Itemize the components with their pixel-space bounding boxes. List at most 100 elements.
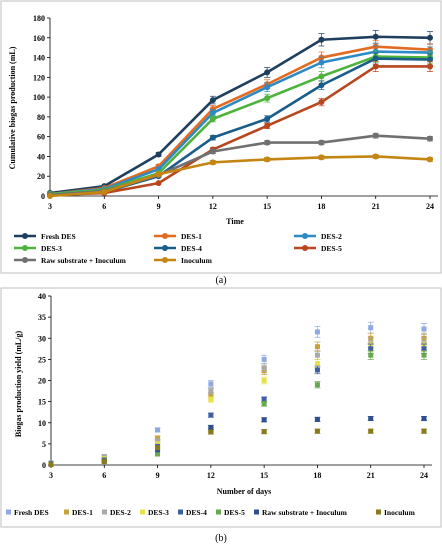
chart-b-legend-item-6-label: Raw substrate + Inoculum xyxy=(262,508,348,517)
chart-b-x-tick-label: 6 xyxy=(102,471,106,480)
chart-b-legend-item-5-marker xyxy=(216,509,221,515)
chart-b-series-7-point xyxy=(101,459,107,465)
chart-a-legend-item-2-marker xyxy=(302,233,308,239)
chart-a-legend-item-7-label: Inoculum xyxy=(181,256,213,265)
chart-b-legend: Fresh DES DES-1 DES-2 DES-3 DES-4 DES-5 Raw su… xyxy=(6,508,416,517)
chart-b-legend-item-1-marker xyxy=(64,509,69,515)
chart-a-legend-item-6-marker xyxy=(22,257,28,263)
chart-b-series-0-point xyxy=(368,325,374,331)
chart-a-series-3-point xyxy=(264,95,271,102)
chart-b-series-4-point xyxy=(208,412,214,418)
chart-b-series-1-point xyxy=(155,435,161,441)
chart-b-legend-item-2-label: DES-2 xyxy=(110,508,131,517)
chart-b-legend-item-5-label: DES-5 xyxy=(224,508,245,517)
chart-a-series-7-point xyxy=(427,156,433,163)
chart-a-legend-item-0-marker xyxy=(22,233,28,239)
chart-a-series-7-point xyxy=(101,189,108,196)
chart-b-legend-item-6-marker xyxy=(254,509,259,515)
chart-b-series-1-point xyxy=(314,344,320,350)
chart-b-x-tick-label: 9 xyxy=(156,471,160,480)
chart-b-series-5-point xyxy=(314,382,320,388)
chart-b-series-0-point xyxy=(208,381,214,387)
chart-a-series-7-point xyxy=(155,171,162,178)
chart-a-y-tick-label: 120 xyxy=(33,73,45,82)
chart-a-caption: (a) xyxy=(215,275,226,286)
chart-b-legend-item-0-label: Fresh DES xyxy=(14,508,49,517)
chart-a-y-tick-label: 20 xyxy=(37,172,45,181)
chart-a-series-7-line xyxy=(49,155,431,198)
chart-b-legend-item-3-label: DES-3 xyxy=(148,508,169,517)
chart-b-series-7-point xyxy=(261,429,267,435)
chart-a-series-0-line xyxy=(49,35,431,195)
chart-b-series-7-point xyxy=(421,428,427,434)
chart-a-legend-item-5-label: DES-5 xyxy=(321,244,342,253)
chart-a-series-7-point xyxy=(318,154,325,161)
chart-b-y-tick-label: 15 xyxy=(38,398,46,407)
chart-b-series-6-point xyxy=(314,416,320,422)
chart-b-series-3-point xyxy=(208,397,214,403)
chart-b-x-tick-label: 18 xyxy=(313,471,321,480)
chart-b-x-tick-label: 15 xyxy=(260,471,268,480)
chart-a-series-7-point xyxy=(47,193,53,199)
chart-b-series-5-point xyxy=(261,401,267,407)
chart-b-series-6-point xyxy=(421,416,427,422)
chart-a-series-4-line xyxy=(49,57,431,197)
chart-a-series-3-point xyxy=(209,115,216,122)
chart-b-series-5-point xyxy=(368,352,374,358)
chart-a-series-0-point xyxy=(427,34,433,41)
chart-b-series-4-point xyxy=(314,367,320,373)
chart-a-y-tick-label: 80 xyxy=(37,113,45,122)
chart-a: 0 20 40 60 80 100 120 140 160 180 3 6 9 12 15 18 21 24 Cu… xyxy=(0,0,442,274)
chart-b-series-3-point xyxy=(155,441,161,447)
chart-a-series-6-point xyxy=(372,132,379,139)
chart-a-x-tick-label: 3 xyxy=(48,202,52,211)
chart-b-series-5-point xyxy=(421,352,427,358)
chart-a-series-5-point xyxy=(155,180,162,187)
chart-a-series-5-point xyxy=(427,63,433,70)
chart-a-y-tick-label: 160 xyxy=(33,34,45,43)
chart-b-legend-item-0-marker xyxy=(6,509,11,515)
chart-a-legend: Fresh DES DES-1 DES-2 DES-3 DES-4 DES-5 Raw su… xyxy=(14,232,342,265)
chart-a-series-5-point xyxy=(318,99,325,106)
chart-b-series-7-point xyxy=(368,428,374,434)
chart-a-series-7-point xyxy=(372,153,379,160)
chart-a-legend-item-0-label: Fresh DES xyxy=(41,232,76,241)
chart-a-legend-item-3-label: DES-3 xyxy=(41,244,62,253)
chart-a-x-tick-label: 15 xyxy=(263,202,271,211)
chart-b-x-axis-label: Number of days xyxy=(217,487,272,496)
chart-b-x-tick-label: 21 xyxy=(367,471,375,480)
chart-a-x-tick-label: 6 xyxy=(102,202,106,211)
chart-a-series-0-point xyxy=(372,33,379,40)
chart-a-series-6-point xyxy=(209,148,216,155)
chart-b-series-4-point xyxy=(368,346,374,352)
chart-a-y-tick-label: 180 xyxy=(33,14,45,23)
chart-a-series-6-point xyxy=(264,139,271,146)
chart-b-series-6-point xyxy=(208,424,214,430)
chart-b: 0 5 10 15 20 25 30 35 40 3 6 9 12 15 18 21 24 Biogas pro… xyxy=(0,287,442,528)
chart-a-x-tick-label: 21 xyxy=(372,202,380,211)
chart-b-series-3-point xyxy=(261,378,267,383)
chart-a-series-0-point xyxy=(155,151,162,158)
chart-b-legend-item-7-marker xyxy=(376,509,381,515)
chart-b-y-tick-label: 20 xyxy=(38,377,46,386)
chart-b-series-2-point xyxy=(261,365,267,371)
chart-a-series-4-point xyxy=(264,115,271,122)
chart-b-series-6-point xyxy=(261,417,267,423)
chart-b-x-tick-label: 24 xyxy=(420,471,428,480)
chart-a-legend-item-3-marker xyxy=(22,245,28,251)
chart-a-y-tick-label: 140 xyxy=(33,54,45,63)
chart-a-legend-item-6-label: Raw substrate + Inoculum xyxy=(41,256,127,265)
chart-b-series-4-point xyxy=(261,397,267,403)
chart-b-caption: (b) xyxy=(215,533,227,544)
chart-b-y-tick-label: 40 xyxy=(38,292,46,301)
chart-a-series-3-point xyxy=(318,73,325,80)
chart-b-legend-item-4-marker xyxy=(178,509,183,515)
chart-a-border xyxy=(0,0,442,274)
chart-b-x-tick-label: 12 xyxy=(207,471,215,480)
chart-b-legend-item-1-label: DES-1 xyxy=(72,508,93,517)
chart-b-series-7-point xyxy=(314,428,320,434)
chart-b-y-tick-label: 5 xyxy=(42,440,46,449)
chart-b-series-0-point xyxy=(155,427,161,433)
chart-a-legend-item-4-label: DES-4 xyxy=(181,244,202,253)
